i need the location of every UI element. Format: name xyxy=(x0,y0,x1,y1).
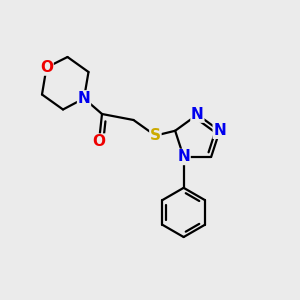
Text: N: N xyxy=(191,107,204,122)
Text: O: O xyxy=(40,60,53,75)
Text: N: N xyxy=(177,149,190,164)
Text: O: O xyxy=(92,134,106,149)
Text: N: N xyxy=(78,91,90,106)
Text: N: N xyxy=(213,123,226,138)
Text: S: S xyxy=(150,128,161,143)
